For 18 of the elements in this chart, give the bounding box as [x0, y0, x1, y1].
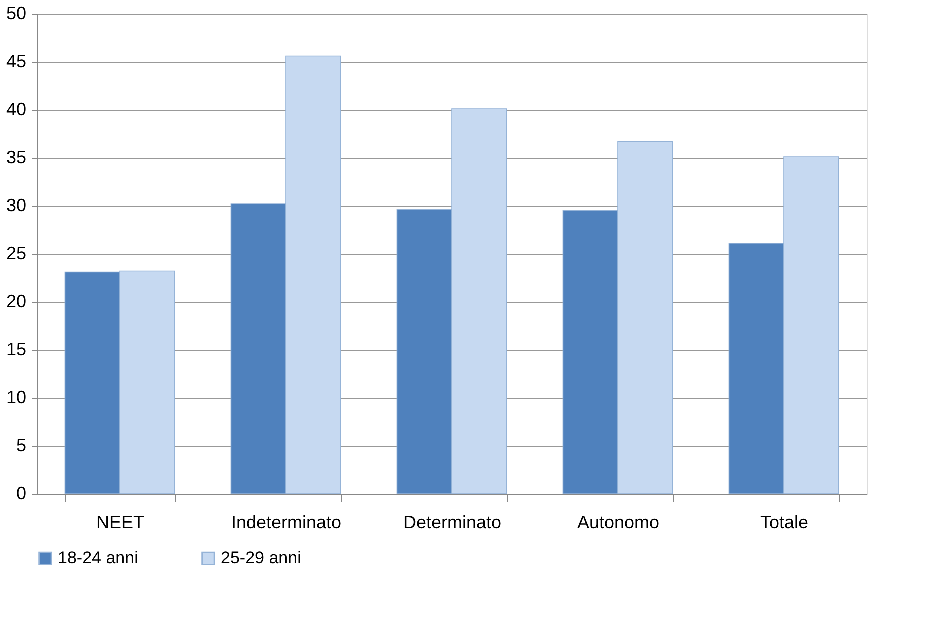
y-tick-label: 40 [6, 100, 26, 120]
y-tick-label: 50 [6, 4, 26, 24]
y-tick-label: 10 [6, 388, 26, 408]
x-tick-label: Determinato [403, 512, 502, 532]
y-tick-label: 25 [6, 244, 26, 264]
y-tick-label: 15 [6, 340, 26, 360]
y-tick-label: 35 [6, 148, 26, 168]
y-tick-label: 5 [16, 436, 26, 456]
legend-label: 25-29 anni [221, 548, 302, 568]
x-tick-label: Totale [760, 512, 809, 532]
y-tick-label: 0 [16, 484, 26, 504]
legend-label: 18-24 anni [58, 548, 138, 568]
x-tick-label: Indeterminato [231, 512, 342, 532]
y-tick-label: 30 [6, 196, 26, 216]
x-tick-label: NEET [96, 512, 145, 532]
y-tick-label: 45 [6, 52, 26, 72]
x-tick-label: Autonomo [577, 512, 660, 532]
y-tick-label: 20 [6, 292, 26, 312]
